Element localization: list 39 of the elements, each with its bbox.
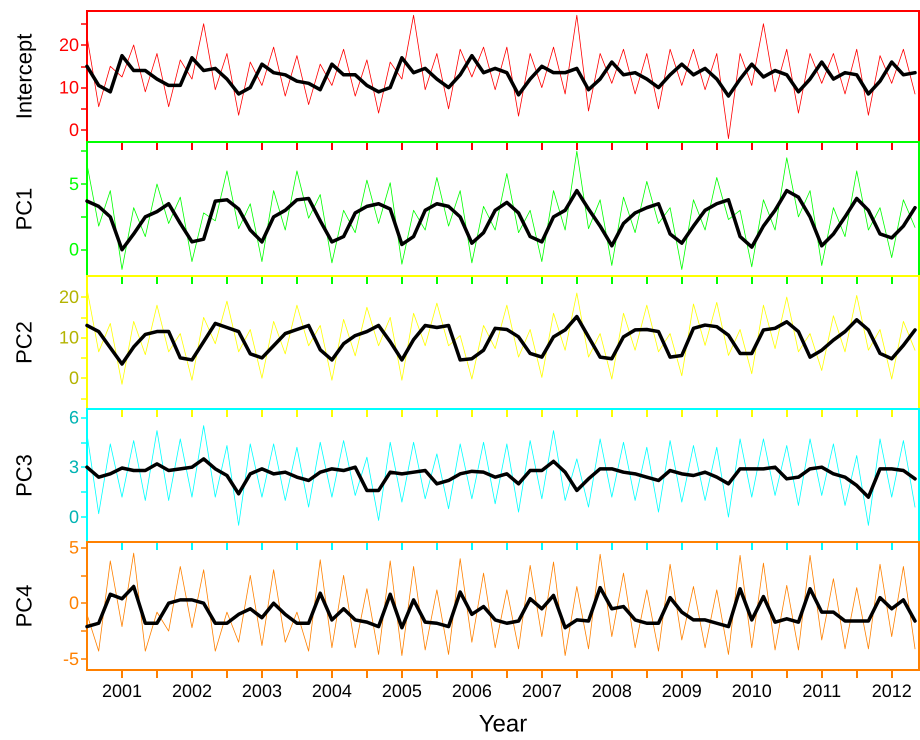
x-tick-label: 2007: [522, 681, 562, 701]
y-tick-label: 20: [58, 35, 79, 56]
y-tick-label: 6: [68, 407, 79, 428]
x-tick-label: 2012: [872, 681, 912, 701]
x-tick-label: 2005: [382, 681, 422, 701]
line-series: [85, 457, 917, 499]
y-tick-label: 3: [68, 457, 79, 478]
y-axis-title: PC4: [12, 584, 36, 628]
y-axis-title: PC1: [12, 188, 36, 230]
x-axis-title: Year: [478, 710, 528, 738]
x-tick-label: 2002: [172, 681, 212, 701]
y-tick-label: 0: [68, 368, 79, 388]
y-tick-label: 0: [68, 120, 79, 140]
x-tick-label: 2011: [802, 681, 842, 701]
y-axis-title: PC3: [12, 454, 36, 497]
x-tick-label: 2008: [592, 681, 632, 701]
y-tick-label: 10: [58, 328, 79, 348]
line-series: [85, 584, 917, 630]
x-tick-label: 2004: [312, 681, 352, 701]
line-series: [86, 150, 916, 270]
y-tick-label: -5: [62, 648, 79, 669]
x-tick-label: 2006: [452, 681, 492, 701]
y-tick-label: 5: [68, 538, 79, 558]
y-tick-label: 20: [58, 287, 79, 308]
x-tick-label: 2001: [102, 681, 142, 701]
line-series: [85, 54, 917, 98]
x-tick-label: 2010: [732, 681, 772, 701]
y-axis-title: PC2: [12, 321, 36, 364]
y-tick-label: 0: [68, 240, 79, 260]
y-tick-label: 0: [68, 593, 79, 614]
x-tick-label: 2009: [662, 681, 702, 701]
line-series: [86, 552, 916, 656]
y-tick-label: 10: [58, 78, 79, 98]
x-tick-label: 2003: [242, 681, 282, 701]
line-series: [85, 314, 917, 366]
y-tick-label: 0: [68, 507, 79, 528]
line-series: [85, 188, 917, 252]
y-tick-label: 5: [68, 174, 79, 194]
y-axis-title: Intercept: [12, 34, 36, 120]
